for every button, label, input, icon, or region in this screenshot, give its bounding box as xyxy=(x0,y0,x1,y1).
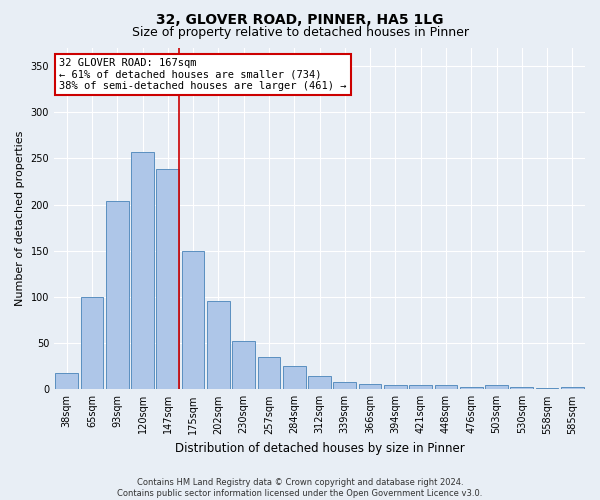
Bar xyxy=(257,357,280,390)
Text: 32 GLOVER ROAD: 167sqm
← 61% of detached houses are smaller (734)
38% of semi-de: 32 GLOVER ROAD: 167sqm ← 61% of detached… xyxy=(59,58,347,91)
Bar xyxy=(182,250,205,390)
Bar xyxy=(80,297,103,390)
Bar xyxy=(106,201,128,390)
Bar xyxy=(460,388,482,390)
Y-axis label: Number of detached properties: Number of detached properties xyxy=(15,130,25,306)
Bar xyxy=(207,300,230,390)
Bar xyxy=(359,384,382,390)
Bar xyxy=(334,382,356,390)
Bar xyxy=(536,388,559,390)
Bar xyxy=(485,384,508,390)
Bar xyxy=(283,366,305,390)
Bar xyxy=(157,170,179,390)
Bar xyxy=(561,386,584,390)
X-axis label: Distribution of detached houses by size in Pinner: Distribution of detached houses by size … xyxy=(175,442,464,455)
Bar xyxy=(409,384,432,390)
Text: Size of property relative to detached houses in Pinner: Size of property relative to detached ho… xyxy=(131,26,469,39)
Text: 32, GLOVER ROAD, PINNER, HA5 1LG: 32, GLOVER ROAD, PINNER, HA5 1LG xyxy=(156,12,444,26)
Bar xyxy=(511,388,533,390)
Bar xyxy=(308,376,331,390)
Bar xyxy=(434,384,457,390)
Text: Contains HM Land Registry data © Crown copyright and database right 2024.
Contai: Contains HM Land Registry data © Crown c… xyxy=(118,478,482,498)
Bar xyxy=(131,152,154,390)
Bar xyxy=(384,384,407,390)
Bar xyxy=(232,342,255,390)
Bar xyxy=(55,372,78,390)
